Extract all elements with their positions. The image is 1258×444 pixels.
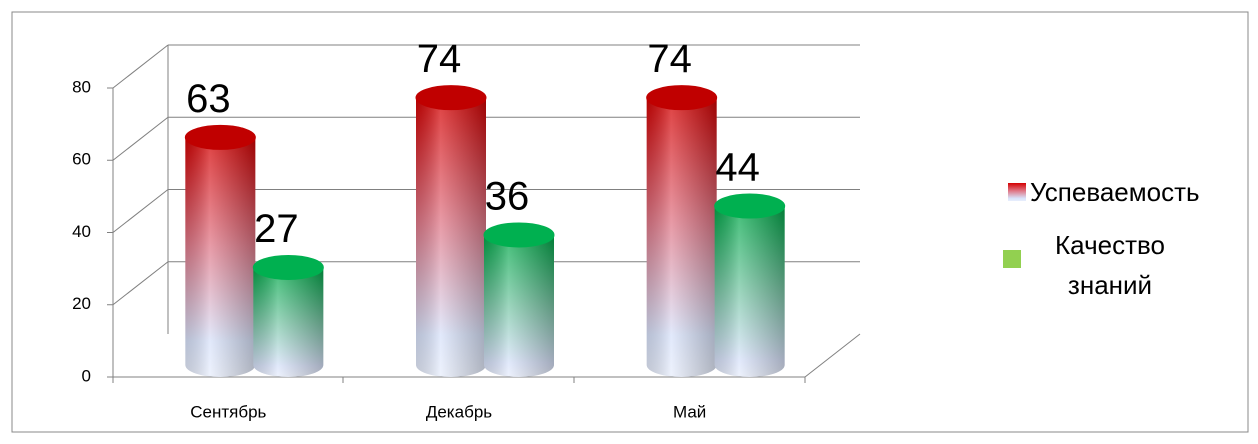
cylinder xyxy=(252,254,324,377)
y-tick-label: 80 xyxy=(72,77,91,96)
legend-swatch xyxy=(1003,250,1021,268)
grid-line xyxy=(112,261,169,306)
x-tick-label: Сентябрь xyxy=(190,402,266,421)
y-tick-label: 20 xyxy=(72,294,91,313)
x-tick-label: Декабрь xyxy=(426,402,492,421)
bar-shade xyxy=(185,137,256,377)
y-tick-label: 60 xyxy=(72,150,91,169)
cylinder xyxy=(483,222,555,377)
legend-swatch xyxy=(1008,183,1026,201)
frame xyxy=(11,11,1249,433)
bar-shade xyxy=(484,234,554,377)
bar-shade xyxy=(646,97,717,378)
bar-shade xyxy=(714,206,785,377)
grid-line xyxy=(112,116,169,161)
x-tick-label: Май xyxy=(673,402,706,421)
value-label: 63 xyxy=(186,77,231,121)
y-tick-label: 0 xyxy=(82,366,91,385)
bar-top xyxy=(252,254,324,280)
value-label: 74 xyxy=(417,37,462,81)
bar-shade xyxy=(253,267,324,377)
value-label: 36 xyxy=(485,175,530,219)
grid-line xyxy=(112,189,169,233)
cylinder xyxy=(714,193,786,377)
cylinder xyxy=(415,85,487,378)
legend-label: Успеваемость xyxy=(1030,177,1200,207)
y-tick-label: 40 xyxy=(72,222,91,241)
cylinder xyxy=(646,85,718,378)
legend-label: Качество знаний xyxy=(1055,230,1165,300)
value-label: 27 xyxy=(254,207,299,251)
bar-top xyxy=(714,193,786,219)
bar-top xyxy=(415,85,487,111)
bar-top xyxy=(483,222,555,248)
value-label: 74 xyxy=(647,37,692,81)
bar-top xyxy=(184,124,256,150)
bar-top xyxy=(646,85,718,111)
grid-line xyxy=(112,44,169,89)
bar-shade xyxy=(416,97,486,378)
cylinder xyxy=(184,124,256,377)
value-label: 44 xyxy=(715,146,760,190)
